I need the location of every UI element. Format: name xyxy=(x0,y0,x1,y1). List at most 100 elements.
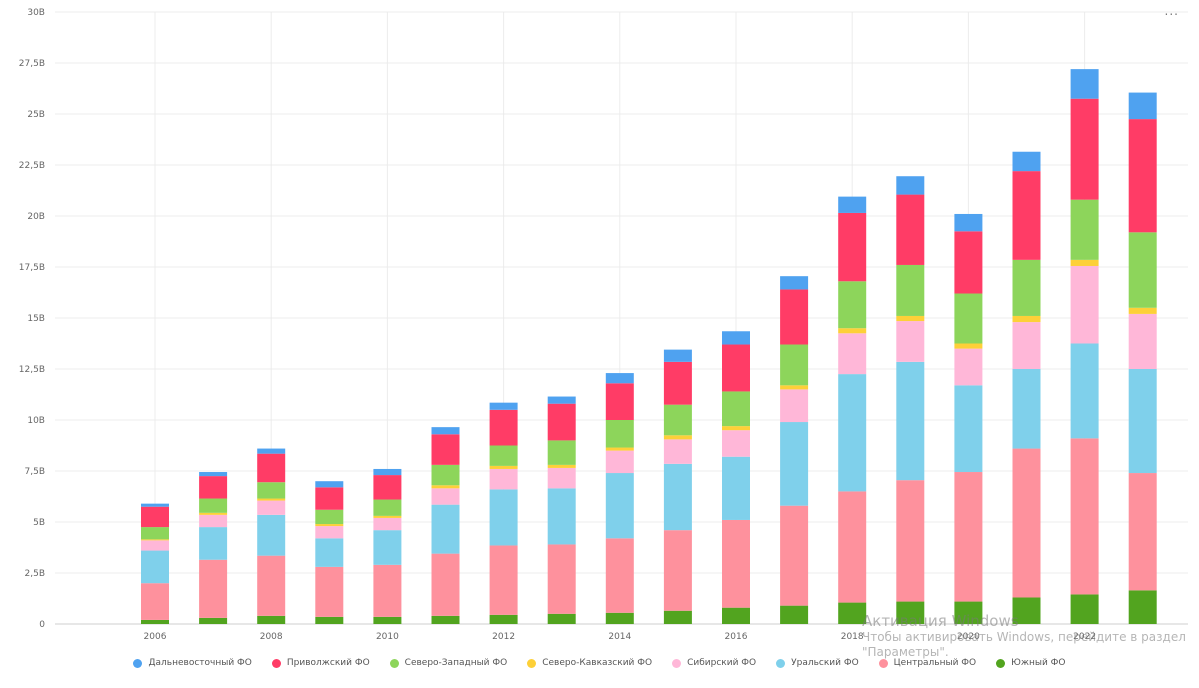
bar-segment[interactable] xyxy=(663,361,692,405)
bar-segment[interactable] xyxy=(838,374,867,492)
bar-segment[interactable] xyxy=(1128,232,1157,308)
bar-segment[interactable] xyxy=(257,448,286,454)
bar-segment[interactable] xyxy=(547,544,576,614)
bar-segment[interactable] xyxy=(1128,307,1157,314)
bar-segment[interactable] xyxy=(141,540,169,551)
bar-segment[interactable] xyxy=(373,468,402,476)
bar-segment[interactable] xyxy=(431,464,460,486)
bar-segment[interactable] xyxy=(489,465,518,469)
bar-segment[interactable] xyxy=(1128,369,1157,474)
bar-segment[interactable] xyxy=(257,514,286,556)
bar-segment[interactable] xyxy=(373,475,402,500)
bar-segment[interactable] xyxy=(547,440,576,465)
bar-segment[interactable] xyxy=(1070,199,1099,260)
bar-segment[interactable] xyxy=(896,601,925,624)
bar-segment[interactable] xyxy=(663,610,692,624)
legend-item[interactable]: Южный ФО xyxy=(996,658,1066,668)
bar-segment[interactable] xyxy=(489,445,518,466)
bar-segment[interactable] xyxy=(722,456,750,520)
bar-segment[interactable] xyxy=(780,422,809,506)
bar-segment[interactable] xyxy=(722,344,750,392)
bar-segment[interactable] xyxy=(838,196,867,213)
bar-segment[interactable] xyxy=(663,435,692,440)
bar-segment[interactable] xyxy=(605,473,634,539)
bar-segment[interactable] xyxy=(780,505,809,606)
bar-segment[interactable] xyxy=(431,427,460,435)
bar-segment[interactable] xyxy=(1012,369,1041,449)
bar-segment[interactable] xyxy=(141,506,169,528)
bar-segment[interactable] xyxy=(722,519,750,608)
bar-segment[interactable] xyxy=(373,517,402,531)
bar-segment[interactable] xyxy=(780,389,809,423)
bar-segment[interactable] xyxy=(838,281,867,329)
bar-segment[interactable] xyxy=(141,503,169,507)
bar-segment[interactable] xyxy=(896,194,925,265)
bar-segment[interactable] xyxy=(1012,171,1041,260)
bar-segment[interactable] xyxy=(838,602,867,624)
bar-segment[interactable] xyxy=(1012,259,1041,316)
bar-segment[interactable] xyxy=(954,213,983,232)
bar-segment[interactable] xyxy=(896,315,925,322)
bar-segment[interactable] xyxy=(838,328,867,334)
bar-segment[interactable] xyxy=(199,527,228,560)
bar-segment[interactable] xyxy=(954,343,983,349)
bar-segment[interactable] xyxy=(547,464,576,468)
bar-segment[interactable] xyxy=(663,439,692,464)
bar-segment[interactable] xyxy=(954,348,983,386)
bar-segment[interactable] xyxy=(663,463,692,531)
bar-segment[interactable] xyxy=(315,538,344,567)
bar-segment[interactable] xyxy=(954,385,983,473)
bar-segment[interactable] xyxy=(199,559,228,618)
legend-item[interactable]: Северо-Кавказский ФО xyxy=(527,658,652,668)
bar-segment[interactable] xyxy=(954,231,983,294)
bar-segment[interactable] xyxy=(780,385,809,390)
bar-segment[interactable] xyxy=(1070,265,1099,344)
bar-segment[interactable] xyxy=(547,403,576,441)
bar-segment[interactable] xyxy=(373,564,402,617)
bar-segment[interactable] xyxy=(199,476,228,499)
bar-segment[interactable] xyxy=(257,453,286,483)
bar-segment[interactable] xyxy=(547,396,576,404)
bar-segment[interactable] xyxy=(1012,315,1041,323)
bar-segment[interactable] xyxy=(780,289,809,345)
bar-segment[interactable] xyxy=(257,500,286,515)
bar-segment[interactable] xyxy=(663,349,692,362)
bar-segment[interactable] xyxy=(1128,473,1157,591)
bar-segment[interactable] xyxy=(373,616,402,624)
bar-segment[interactable] xyxy=(780,344,809,386)
bar-segment[interactable] xyxy=(431,553,460,616)
bar-segment[interactable] xyxy=(489,402,518,410)
bar-segment[interactable] xyxy=(315,616,344,624)
bar-segment[interactable] xyxy=(373,530,402,565)
bar-segment[interactable] xyxy=(780,276,809,290)
bar-segment[interactable] xyxy=(1070,259,1099,266)
bar-segment[interactable] xyxy=(373,499,402,516)
bar-segment[interactable] xyxy=(489,545,518,615)
bar-segment[interactable] xyxy=(315,526,344,539)
bar-segment[interactable] xyxy=(1070,594,1099,624)
bar-segment[interactable] xyxy=(838,212,867,282)
bar-segment[interactable] xyxy=(547,467,576,489)
bar-segment[interactable] xyxy=(489,489,518,546)
legend-item[interactable]: Дальневосточный ФО xyxy=(133,658,252,668)
bar-segment[interactable] xyxy=(838,333,867,375)
bar-segment[interactable] xyxy=(257,615,286,624)
bar-segment[interactable] xyxy=(199,514,228,528)
bar-segment[interactable] xyxy=(315,481,344,488)
bar-segment[interactable] xyxy=(605,612,634,624)
bar-segment[interactable] xyxy=(141,583,169,620)
legend-item[interactable]: Уральский ФО xyxy=(776,658,859,668)
bar-segment[interactable] xyxy=(1012,448,1041,598)
bar-segment[interactable] xyxy=(141,539,169,541)
bar-segment[interactable] xyxy=(431,485,460,489)
bar-segment[interactable] xyxy=(896,321,925,362)
bar-segment[interactable] xyxy=(1070,98,1099,200)
bar-segment[interactable] xyxy=(1070,343,1099,439)
bar-segment[interactable] xyxy=(141,619,169,624)
legend-item[interactable]: Сибирский ФО xyxy=(672,658,756,668)
bar-segment[interactable] xyxy=(605,373,634,384)
bar-segment[interactable] xyxy=(257,482,286,499)
bar-segment[interactable] xyxy=(605,538,634,613)
bar-segment[interactable] xyxy=(605,383,634,420)
bar-segment[interactable] xyxy=(547,613,576,624)
